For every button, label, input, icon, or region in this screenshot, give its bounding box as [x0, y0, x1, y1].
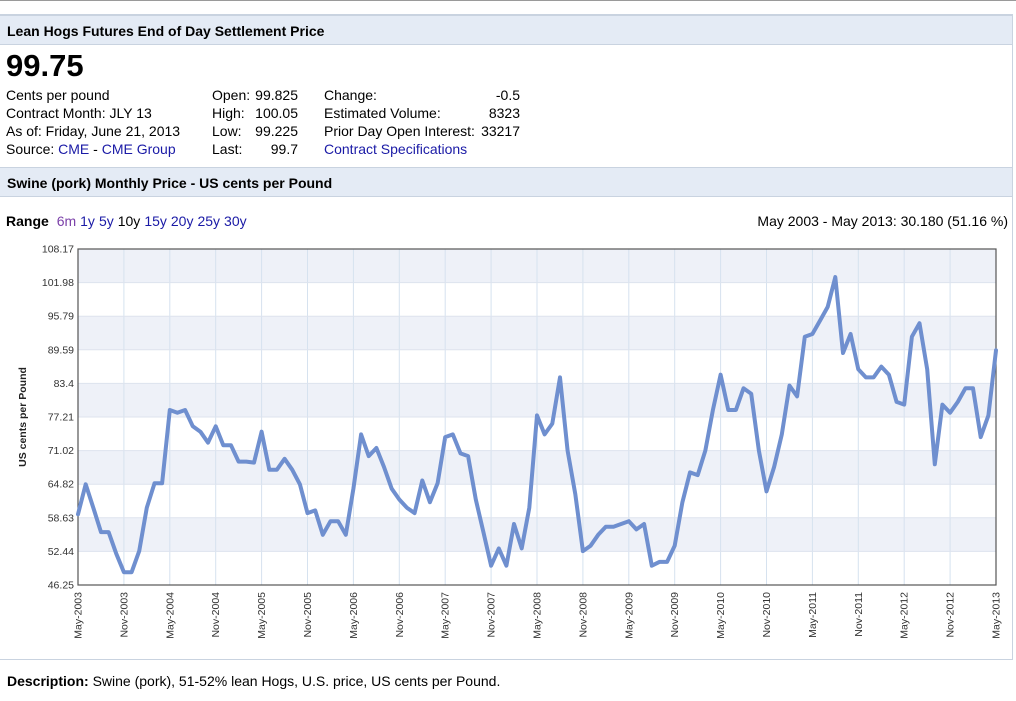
y-tick-label: 46.25: [48, 580, 74, 592]
range-option-25y[interactable]: 25y: [197, 213, 221, 229]
range-label: Range: [6, 213, 49, 229]
volume-value: 8323: [488, 105, 520, 121]
description-label: Description:: [7, 673, 89, 689]
x-tick-label: Nov-2010: [761, 592, 773, 638]
range-option-10y: 10y: [117, 213, 141, 229]
plot-frame: [77, 248, 997, 586]
x-tick-label: May-2011: [807, 592, 819, 638]
chart-section-title: Swine (pork) Monthly Price - US cents pe…: [7, 175, 333, 191]
y-tick-label: 64.82: [48, 479, 74, 491]
x-tick-label: Nov-2009: [669, 592, 681, 638]
change-row: Change: -0.5: [324, 86, 520, 104]
x-tick-label: May-2007: [440, 592, 452, 639]
specs-row: Contract Specifications: [324, 140, 520, 158]
description: Description: Swine (pork), 51-52% lean H…: [7, 673, 500, 689]
change-value: -0.5: [495, 87, 520, 103]
last-value: 99.7: [270, 141, 298, 157]
x-tick-label: May-2006: [348, 592, 360, 639]
x-tick-label: May-2009: [623, 592, 635, 639]
range-option-20y[interactable]: 20y: [170, 213, 194, 229]
y-tick-label: 95.79: [48, 311, 74, 323]
x-tick-label: Nov-2007: [486, 592, 498, 638]
range-option-6m[interactable]: 6m: [56, 213, 77, 229]
x-tick-label: May-2004: [164, 592, 176, 639]
source-label: Source:: [6, 141, 55, 157]
y-tick-label: 108.17: [42, 244, 74, 256]
x-tick-label: Nov-2008: [577, 592, 589, 638]
x-tick-label: May-2008: [532, 592, 544, 639]
range-summary: May 2003 - May 2013: 30.180 (51.16 %): [757, 213, 1008, 229]
y-tick-label: 71.02: [48, 445, 74, 457]
x-tick-label: May-2003: [73, 592, 85, 639]
source-separator: -: [89, 141, 102, 157]
y-tick-label: 83.4: [54, 378, 75, 390]
y-tick-label: 101.98: [42, 277, 74, 289]
x-tick-label: Nov-2003: [118, 592, 130, 638]
volume-label: Estimated Volume:: [324, 105, 441, 121]
contract-month: Contract Month: JLY 13: [6, 105, 152, 121]
range-option-15y[interactable]: 15y: [144, 213, 167, 229]
y-tick-label: 89.59: [48, 344, 74, 356]
last-label: Last:: [212, 141, 243, 157]
range-options: 6m 1y 5y 10y 15y 20y 25y 30y: [53, 213, 247, 229]
change-label: Change:: [324, 87, 377, 103]
open-interest-row: Prior Day Open Interest: 33217: [324, 122, 520, 140]
x-tick-label: May-2010: [715, 592, 727, 639]
open-row: Open: 99.825: [212, 86, 298, 104]
description-text: Swine (pork), 51-52% lean Hogs, U.S. pri…: [88, 673, 501, 689]
range-selector: Range 6m 1y 5y 10y 15y 20y 25y 30y: [6, 213, 247, 229]
source-link-cme[interactable]: CME: [58, 141, 90, 157]
low-row: Low: 99.225: [212, 122, 298, 140]
low-label: Low:: [212, 123, 242, 139]
open-value: 99.825: [255, 87, 298, 103]
source-link-cme-group[interactable]: CME Group: [101, 141, 176, 157]
high-row: High: 100.05: [212, 104, 298, 122]
price-series-line: [76, 275, 998, 575]
range-option-30y[interactable]: 30y: [224, 213, 247, 229]
settlement-price: 99.75: [6, 48, 84, 83]
open-label: Open:: [212, 87, 251, 103]
quote-header: Lean Hogs Futures End of Day Settlement …: [0, 15, 1012, 45]
quote-info-column: Cents per pound Contract Month: JLY 13 A…: [6, 86, 180, 158]
low-value: 99.225: [255, 123, 298, 139]
high-value: 100.05: [255, 105, 298, 121]
range-option-5y[interactable]: 5y: [98, 213, 114, 229]
x-tick-label: Nov-2006: [394, 592, 406, 638]
source-line: Source: CME - CME Group: [6, 140, 180, 158]
x-tick-label: May-2012: [899, 592, 911, 639]
x-tick-label: Nov-2004: [210, 592, 222, 638]
x-tick-label: Nov-2012: [945, 592, 957, 638]
open-interest-value: 33217: [481, 123, 520, 139]
high-label: High:: [212, 105, 245, 121]
open-interest-label: Prior Day Open Interest:: [324, 123, 475, 139]
x-tick-label: Nov-2005: [302, 592, 314, 638]
price-unit: Cents per pound: [6, 87, 110, 103]
ohlc-column: Open: 99.825 High: 100.05 Low: 99.225 Last:…: [212, 86, 298, 158]
stats-column: Change: -0.5 Estimated Volume: 8323 Prior …: [324, 86, 520, 158]
price-chart: 108.17 101.98 95.79 89.59 83.4 77.21 71.02 64.8…: [17, 244, 1003, 639]
volume-row: Estimated Volume: 8323: [324, 104, 520, 122]
top-rule: [0, 0, 1016, 1]
last-row: Last: 99.7: [212, 140, 298, 158]
x-tick-label: Nov-2011: [853, 592, 865, 637]
y-tick-label: 58.63: [48, 512, 74, 524]
contract-specifications-link[interactable]: Contract Specifications: [324, 141, 468, 157]
chart-header: Swine (pork) Monthly Price - US cents pe…: [0, 167, 1012, 197]
y-tick-label: 52.44: [48, 546, 74, 558]
x-tick-label: May-2013: [991, 592, 1003, 639]
quote-title: Lean Hogs Futures End of Day Settlement …: [7, 23, 325, 39]
x-tick-label: May-2005: [256, 592, 268, 639]
as-of-date: As of: Friday, June 21, 2013: [6, 123, 181, 139]
y-axis-title: US cents per Pound: [17, 367, 29, 467]
quote-panel: [0, 14, 1013, 660]
y-tick-label: 77.21: [48, 412, 74, 424]
range-option-1y[interactable]: 1y: [80, 213, 95, 229]
